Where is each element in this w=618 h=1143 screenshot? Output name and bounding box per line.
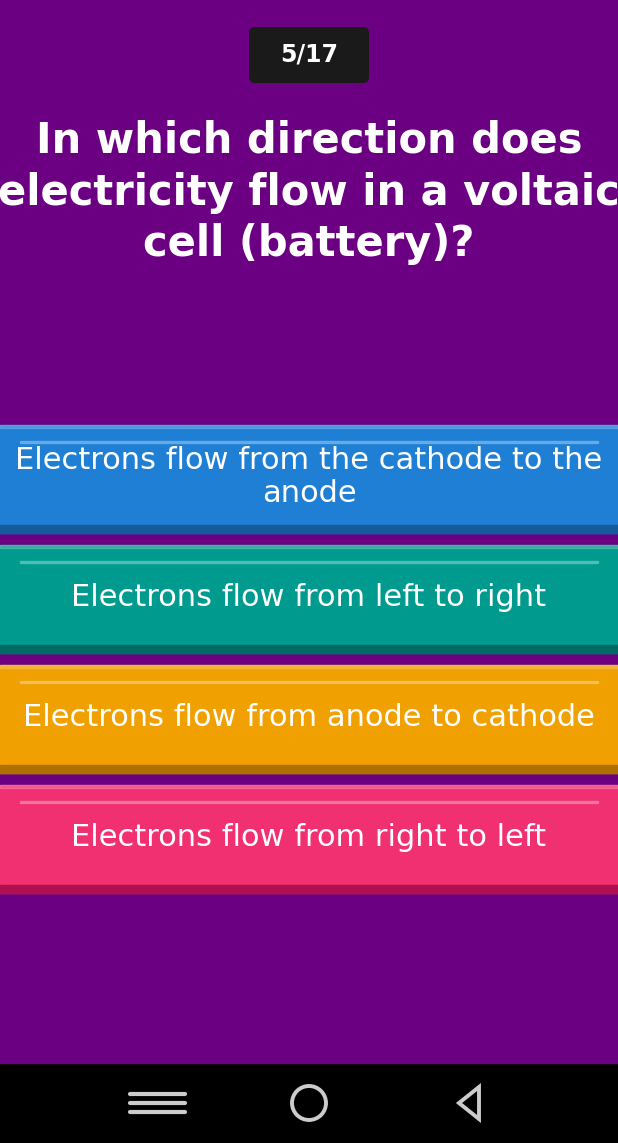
Text: In which direction does
electricity flow in a voltaic
cell (battery)?: In which direction does electricity flow… bbox=[0, 120, 618, 265]
Text: Electrons flow from right to left: Electrons flow from right to left bbox=[72, 823, 546, 852]
Bar bbox=[20, 681, 598, 684]
Bar bbox=[0, 785, 618, 788]
Bar bbox=[20, 801, 598, 804]
Bar bbox=[0, 525, 618, 533]
Bar bbox=[20, 561, 598, 563]
Bar bbox=[0, 893, 618, 1063]
Text: Electrons flow from left to right: Electrons flow from left to right bbox=[72, 583, 546, 612]
Bar bbox=[0, 665, 618, 773]
Bar bbox=[0, 425, 618, 533]
Bar bbox=[0, 765, 618, 773]
Bar bbox=[0, 545, 618, 653]
Bar bbox=[0, 885, 618, 893]
FancyBboxPatch shape bbox=[249, 27, 369, 83]
Bar bbox=[0, 425, 618, 427]
Bar bbox=[20, 441, 598, 443]
Bar bbox=[0, 645, 618, 653]
Text: Electrons flow from anode to cathode: Electrons flow from anode to cathode bbox=[23, 703, 595, 732]
Bar bbox=[0, 773, 618, 785]
Bar bbox=[0, 545, 618, 547]
Bar bbox=[0, 413, 618, 425]
Bar bbox=[0, 533, 618, 545]
Text: 5/17: 5/17 bbox=[280, 43, 338, 67]
Text: Electrons flow from the cathode to the
anode: Electrons flow from the cathode to the a… bbox=[15, 446, 603, 509]
Bar bbox=[0, 653, 618, 665]
Bar bbox=[0, 1063, 618, 1143]
Bar bbox=[0, 785, 618, 893]
Bar bbox=[0, 665, 618, 668]
